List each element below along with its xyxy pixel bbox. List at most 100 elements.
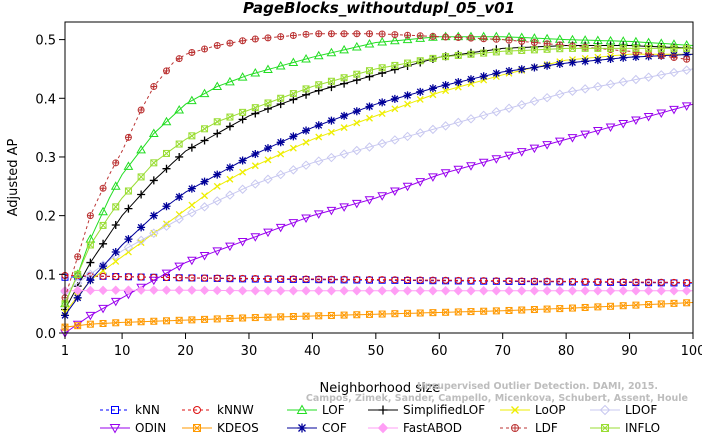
marker-diamond	[491, 107, 502, 117]
marker-asterisk	[505, 66, 514, 75]
y-tick-label: 0.4	[35, 92, 56, 107]
marker-triangle-down	[478, 158, 489, 168]
marker-diamond	[314, 156, 324, 166]
marker-square-x	[645, 44, 653, 52]
marker-square-x	[442, 308, 450, 316]
marker-diamond-filled	[263, 286, 273, 296]
marker-x	[239, 168, 247, 176]
marker-circle	[315, 275, 323, 283]
marker-triangle-down	[109, 424, 121, 434]
marker-plus	[378, 405, 388, 415]
marker-x	[581, 45, 589, 52]
marker-asterisk	[466, 75, 475, 84]
marker-triangle-up	[110, 181, 121, 190]
chart-title: PageBlocks_withoutdupl_05_v01	[243, 0, 515, 17]
marker-x	[594, 45, 602, 52]
marker-x	[531, 306, 538, 313]
marker-square-x	[289, 90, 297, 98]
marker-asterisk	[555, 59, 564, 68]
marker-asterisk	[213, 170, 222, 179]
marker-diamond	[352, 145, 362, 156]
marker-triangle-up	[275, 61, 286, 70]
marker-diamond	[250, 179, 261, 189]
marker-x	[264, 313, 272, 321]
marker-cross	[531, 39, 538, 46]
marker-triangle-down	[250, 233, 261, 242]
marker-triangle-down	[339, 203, 349, 212]
marker-cross	[506, 37, 513, 44]
marker-square-x	[632, 44, 640, 52]
marker-square-x	[239, 314, 247, 322]
marker-cross	[303, 31, 310, 38]
marker-diamond	[402, 131, 413, 142]
marker-diamond-filled	[352, 286, 362, 296]
marker-square-x	[315, 81, 323, 89]
marker-triangle-up	[98, 206, 108, 216]
marker-x	[353, 311, 361, 319]
marker-asterisk	[581, 57, 590, 66]
x-axis-label: Neighborhood size	[320, 381, 441, 396]
marker-x	[454, 52, 462, 59]
marker-square-x	[657, 44, 665, 52]
marker-square-x	[404, 309, 412, 317]
marker-x	[645, 45, 652, 52]
legend-item: COF	[287, 421, 347, 434]
marker-plus	[175, 152, 184, 161]
marker-circle	[619, 278, 627, 286]
marker-x	[454, 308, 462, 316]
marker-asterisk	[454, 78, 463, 87]
marker-triangle-down	[199, 252, 210, 261]
marker-square-x	[601, 424, 609, 432]
marker-square-x	[327, 311, 335, 319]
marker-x	[87, 241, 94, 249]
marker-cross	[645, 50, 652, 57]
marker-diamond	[466, 114, 476, 124]
legend-item: kNN	[100, 403, 160, 417]
legend-label: FastABOD	[403, 421, 462, 434]
marker-square-x	[492, 307, 500, 315]
marker-cross	[315, 30, 322, 37]
marker-diamond-filled	[237, 285, 248, 296]
marker-triangle-up	[136, 144, 146, 154]
marker-diamond	[453, 117, 464, 128]
marker-square-x	[188, 132, 196, 140]
marker-diamond	[529, 96, 540, 106]
marker-square-x	[112, 203, 120, 211]
series-ODIN	[60, 102, 694, 339]
marker-x	[657, 45, 665, 52]
marker-circle	[175, 274, 183, 282]
marker-diamond	[174, 214, 184, 224]
marker-x	[302, 312, 310, 320]
marker-cross	[239, 37, 246, 44]
marker-square-x	[353, 70, 361, 78]
marker-square-x	[543, 45, 551, 53]
marker-x	[290, 313, 297, 320]
marker-plus	[225, 122, 234, 131]
marker-square-x	[74, 270, 82, 278]
marker-x	[632, 45, 640, 52]
marker-x	[366, 114, 373, 122]
marker-x	[99, 222, 107, 229]
marker-diamond-filled	[111, 285, 121, 295]
marker-square-x	[315, 312, 323, 320]
marker-asterisk	[314, 121, 323, 130]
marker-square-x	[683, 299, 691, 307]
marker-diamond	[542, 92, 552, 103]
marker-x	[404, 59, 411, 67]
marker-x	[175, 316, 183, 324]
series-line	[64, 36, 694, 304]
marker-cross	[290, 32, 297, 39]
marker-cross	[379, 31, 386, 38]
marker-x	[201, 316, 208, 323]
marker-diamond	[643, 72, 654, 82]
marker-circle	[137, 273, 145, 281]
marker-diamond	[669, 67, 679, 78]
legend-item: LoOP	[500, 403, 566, 417]
marker-x	[645, 301, 652, 308]
marker-triangle-up	[123, 161, 134, 170]
series-kNNW	[61, 271, 693, 286]
marker-triangle-up	[225, 76, 235, 86]
y-axis-label: Adjusted AP	[6, 138, 21, 216]
marker-asterisk	[238, 156, 247, 165]
